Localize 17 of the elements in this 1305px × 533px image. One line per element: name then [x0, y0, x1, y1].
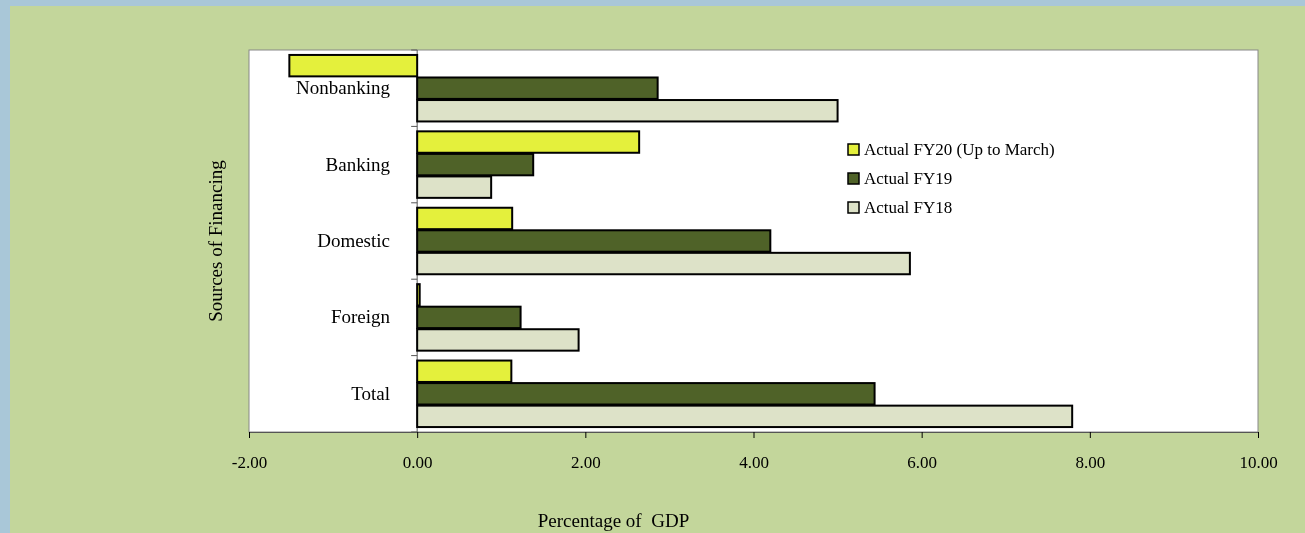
- y-tick-label: Foreign: [330, 306, 391, 328]
- x-tick-label: -2.00: [231, 453, 268, 473]
- x-tick-label: 6.00: [907, 453, 938, 473]
- y-tick-label: Domestic: [317, 230, 390, 251]
- y-tick-label: Banking: [325, 153, 391, 175]
- y-axis-title: Sources of Financing: [205, 159, 226, 322]
- legend-label: Actual FY20 (Up to March): [864, 140, 1055, 159]
- x-tick-label: 4.00: [739, 453, 769, 473]
- legend-label: Actual FY18: [864, 198, 953, 217]
- y-tick-label: Total: [351, 382, 390, 404]
- x-tick-label: 8.00: [1075, 453, 1106, 473]
- x-tick-label: 10.00: [1239, 453, 1278, 473]
- y-tick-label: Nonbanking: [296, 77, 391, 99]
- legend-label: Actual FY19: [864, 169, 953, 188]
- x-tick-label: 0.00: [402, 453, 433, 473]
- x-tick-label: 2.00: [570, 453, 601, 473]
- x-axis-title: Percentage of GDP: [537, 510, 690, 531]
